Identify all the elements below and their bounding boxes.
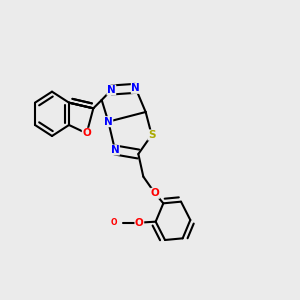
Text: N: N xyxy=(107,85,116,95)
Text: O: O xyxy=(151,188,159,198)
Text: O: O xyxy=(110,218,117,227)
Text: O: O xyxy=(135,218,144,228)
Text: N: N xyxy=(111,145,119,155)
Text: S: S xyxy=(148,130,155,140)
Text: N: N xyxy=(104,117,113,127)
Text: O: O xyxy=(82,128,91,138)
Text: N: N xyxy=(131,83,140,93)
